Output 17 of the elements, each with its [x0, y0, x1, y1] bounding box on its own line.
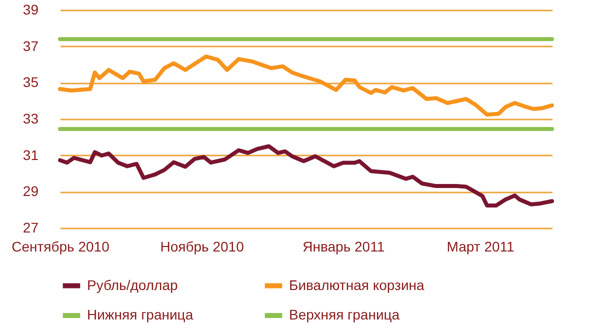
x-tick-label: Ноябрь 2010	[160, 238, 244, 254]
y-tick-label: 37	[22, 38, 39, 54]
legend-label: Нижняя граница	[87, 306, 194, 322]
x-tick-label: Март 2011	[446, 238, 515, 254]
x-tick-label: Сентябрь 2010	[12, 238, 110, 254]
y-tick-label: 29	[22, 183, 39, 200]
legend-label: Бивалютная корзина	[289, 276, 425, 293]
legend-label: Рубль/доллар	[87, 276, 178, 293]
y-tick-label: 35	[22, 74, 39, 90]
legend-label: Верхняя граница	[289, 306, 400, 322]
y-tick-label: 27	[22, 220, 39, 236]
y-tick-label: 39	[22, 2, 39, 18]
y-tick-label: 33	[22, 110, 39, 126]
x-tick-label: Январь 2011	[302, 238, 385, 254]
line-series	[58, 144, 554, 208]
line-series	[58, 54, 554, 117]
y-tick-label: 31	[22, 146, 39, 163]
